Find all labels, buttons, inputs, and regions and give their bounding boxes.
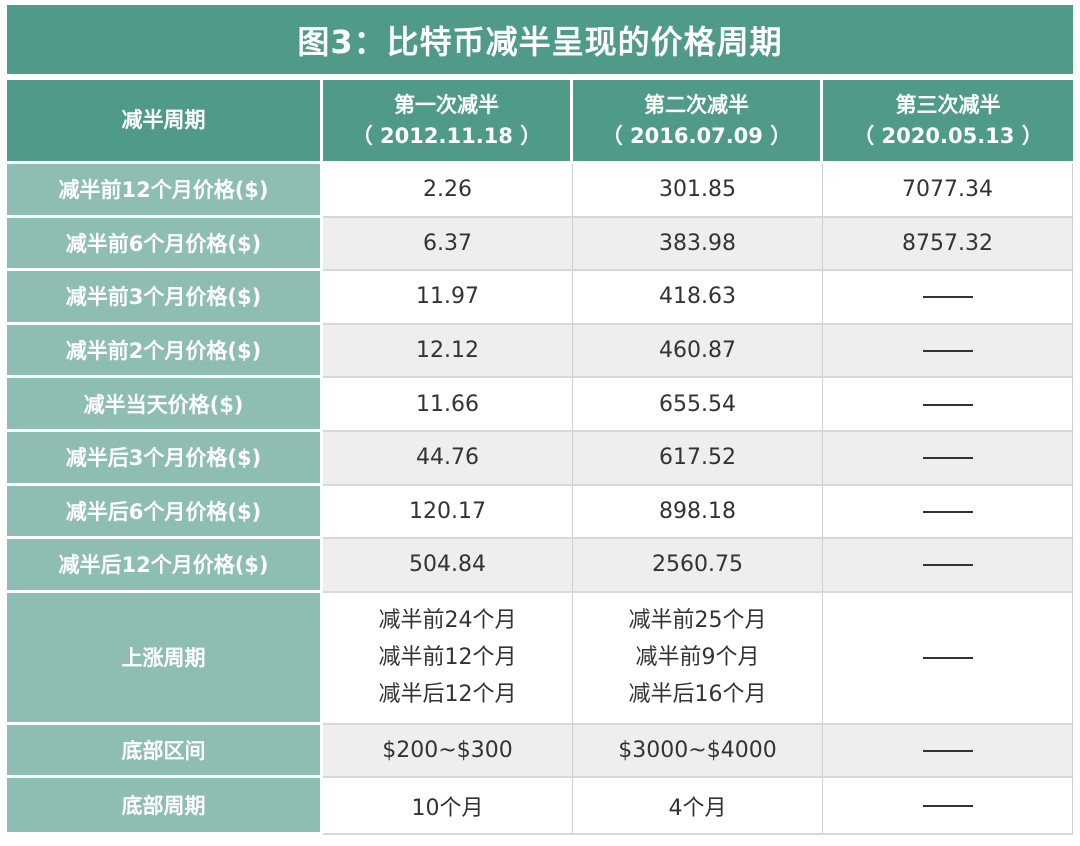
cell-halving-1: 504.84 [323,539,573,593]
cell-halving-3 [823,324,1073,379]
row-label: 减半前3个月价格($) [7,271,323,325]
table-header-row: 减半周期 第一次减半 （ 2012.11.18 ） 第二次减半 （ 2016.0… [7,80,1073,164]
empty-dash [922,296,973,299]
row-label: 底部区间 [7,724,323,779]
empty-dash [922,805,973,808]
cell-halving-2: 460.87 [573,324,823,379]
table-row: 减半前3个月价格($) 11.97 418.63 [7,271,1073,325]
cell-halving-3 [823,485,1073,540]
cell-halving-3 [823,271,1073,325]
table-row: 减半前12个月价格($) 2.26 301.85 7077.34 [7,164,1073,218]
cell-halving-3 [823,724,1073,779]
table-row: 减半前6个月价格($) 6.37 383.98 8757.32 [7,217,1073,272]
row-label: 减半后12个月价格($) [7,539,323,593]
cell-line: 减半后16个月 [628,682,767,708]
cell-halving-1: 6.37 [323,217,573,272]
cell-halving-2: 655.54 [573,378,823,432]
cell-halving-3: 8757.32 [823,217,1073,272]
row-label: 减半当天价格($) [7,378,323,432]
table-row: 底部区间 $200~$300 $3000~$4000 [7,724,1073,779]
row-label: 减半前2个月价格($) [7,324,323,379]
table-row: 减半当天价格($) 11.66 655.54 [7,378,1073,432]
table-body: 减半前12个月价格($) 2.26 301.85 7077.34 减半前6个月价格($)… [7,164,1073,836]
cell-line: 减半前24个月 [378,608,517,634]
row-label: 减半后3个月价格($) [7,431,323,486]
page-title: 图3：比特币减半呈现的价格周期 [7,5,1073,74]
table-row: 底部周期 10个月 4个月 [7,778,1073,836]
cell-halving-3 [823,778,1073,836]
cell-halving-1: 12.12 [323,324,573,379]
table-row: 减半前2个月价格($) 12.12 460.87 [7,324,1073,379]
empty-dash [922,350,973,353]
cell-halving-2: $3000~$4000 [573,724,823,779]
cell-line: 减半后12个月 [378,682,517,708]
row-label: 减半前12个月价格($) [7,164,323,218]
row-label: 减半后6个月价格($) [7,485,323,540]
cell-halving-2: 898.18 [573,485,823,540]
header-first-halving-date: （ 2012.11.18 ） [351,123,542,148]
cell-halving-3 [823,431,1073,486]
cell-halving-3 [823,539,1073,593]
cell-halving-1: 2.26 [323,164,573,218]
empty-dash [922,750,973,753]
header-second-halving-date: （ 2016.07.09 ） [601,123,792,148]
cell-halving-2: 418.63 [573,271,823,325]
cell-halving-2: 383.98 [573,217,823,272]
cell-halving-2: 301.85 [573,164,823,218]
header-third-halving-name: 第三次减半 [895,92,1001,117]
cell-line: 减半前12个月 [378,645,517,671]
header-first-halving: 第一次减半 （ 2012.11.18 ） [323,80,573,164]
cell-halving-1: 减半前24个月 减半前12个月 减半后12个月 [323,592,573,725]
cell-halving-2: 减半前25个月 减半前9个月 减半后16个月 [573,592,823,725]
row-label: 上涨周期 [7,592,323,725]
cell-line: 减半前9个月 [635,645,760,671]
cell-halving-2: 617.52 [573,431,823,486]
header-second-halving-name: 第二次减半 [644,92,749,117]
row-label: 底部周期 [7,778,323,836]
cell-halving-3 [823,592,1073,725]
header-second-halving: 第二次减半 （ 2016.07.09 ） [573,80,823,164]
header-first-halving-name: 第一次减半 [394,92,499,117]
empty-dash [922,403,973,406]
table-row: 减半后12个月价格($) 504.84 2560.75 [7,539,1073,593]
cell-halving-2: 4个月 [573,778,823,836]
halving-price-table: 减半周期 第一次减半 （ 2012.11.18 ） 第二次减半 （ 2016.0… [7,80,1073,836]
table-row: 减半后3个月价格($) 44.76 617.52 [7,431,1073,486]
table-row: 减半后6个月价格($) 120.17 898.18 [7,485,1073,540]
row-label: 减半前6个月价格($) [7,217,323,272]
cell-halving-1: 44.76 [323,431,573,486]
table-row: 上涨周期 减半前24个月 减半前12个月 减半后12个月 减半前25个月 减半前9个月 减半… [7,592,1073,725]
cell-halving-1: $200~$300 [323,724,573,779]
header-third-halving-date: （ 2020.05.13 ） [853,123,1043,148]
cell-halving-3: 7077.34 [823,164,1073,218]
empty-dash [922,457,973,460]
cell-line: 减半前25个月 [628,608,767,634]
cell-halving-1: 11.97 [323,271,573,325]
cell-halving-2: 2560.75 [573,539,823,593]
header-halving-cycle: 减半周期 [7,80,323,164]
cell-halving-1: 10个月 [323,778,573,836]
cell-halving-1: 120.17 [323,485,573,540]
cell-halving-1: 11.66 [323,378,573,432]
empty-dash [922,564,973,567]
empty-dash [922,510,973,513]
header-third-halving: 第三次减半 （ 2020.05.13 ） [823,80,1073,164]
cell-halving-3 [823,378,1073,432]
empty-dash [922,657,973,660]
